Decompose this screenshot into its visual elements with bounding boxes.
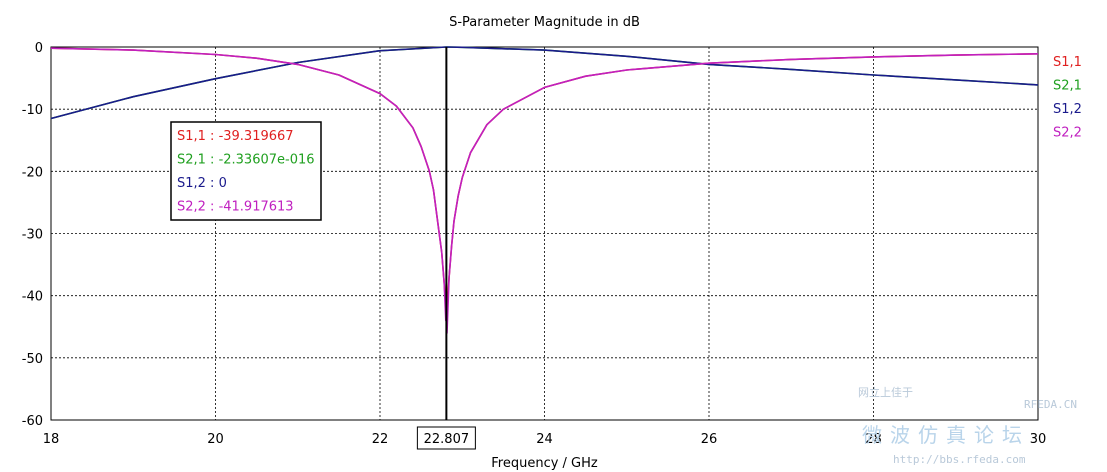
series-line-s12 [50, 46, 1039, 120]
marker-readout-line: S2,2 : -41.917613 [177, 200, 294, 215]
y-axis-ticks: 0 -10 -20 -30 -40 -50 -60 [22, 41, 43, 429]
y-tick-label: -10 [22, 103, 43, 118]
grid [51, 47, 1038, 420]
marker-readout-line: S1,1 : -39.319667 [177, 129, 294, 144]
y-tick-label: -60 [22, 414, 43, 429]
x-tick-label: 26 [701, 432, 718, 447]
legend-item: S2,2 [1053, 126, 1082, 141]
x-axis-label: Frequency / GHz [491, 456, 598, 471]
marker-readout-line: S2,1 : -2.33607e-016 [177, 153, 315, 168]
y-tick-label: -40 [22, 290, 43, 305]
watermark-top-text: 网立上佳于 [858, 385, 913, 399]
watermark-url: http://bbs.rfeda.com [893, 453, 1026, 466]
chart-title: S-Parameter Magnitude in dB [449, 15, 640, 30]
x-tick-label: 24 [536, 432, 553, 447]
watermark-chinese: 微波仿真论坛 [862, 423, 1030, 447]
marker-readout-line: S1,2 : 0 [177, 176, 227, 191]
x-tick-label: 20 [207, 432, 224, 447]
readout-box-frame [170, 121, 322, 221]
marker-x-label[interactable]: 22.807 [416, 426, 476, 450]
watermark: 网立上佳于 RFEDA.CN 微波仿真论坛 http://bbs.rfeda.c… [858, 385, 1077, 466]
y-tick-label: 0 [35, 41, 43, 56]
watermark-site: RFEDA.CN [1024, 398, 1077, 411]
x-tick-label: 28 [865, 432, 882, 447]
marker-readout-box: S1,1 : -39.319667 S2,1 : -2.33607e-016 S1,… [170, 121, 322, 221]
legend-item: S1,1 [1053, 55, 1082, 70]
legend-item: S2,1 [1053, 79, 1082, 94]
y-tick-label: -30 [22, 228, 43, 243]
plot-frame [50, 46, 1039, 421]
x-tick-label: 22 [372, 432, 389, 447]
legend: S1,1 S2,1 S1,2 S2,2 [1053, 55, 1082, 141]
y-tick-label: -50 [22, 352, 43, 367]
y-tick-label: -20 [22, 165, 43, 180]
x-tick-label: 30 [1030, 432, 1047, 447]
x-axis-ticks: 18 20 22 24 26 28 30 [43, 432, 1047, 447]
legend-item: S1,2 [1053, 102, 1082, 117]
marker-x-label-box [416, 426, 476, 450]
marker-x-label-text: 22.807 [424, 432, 470, 447]
x-tick-label: 18 [43, 432, 60, 447]
